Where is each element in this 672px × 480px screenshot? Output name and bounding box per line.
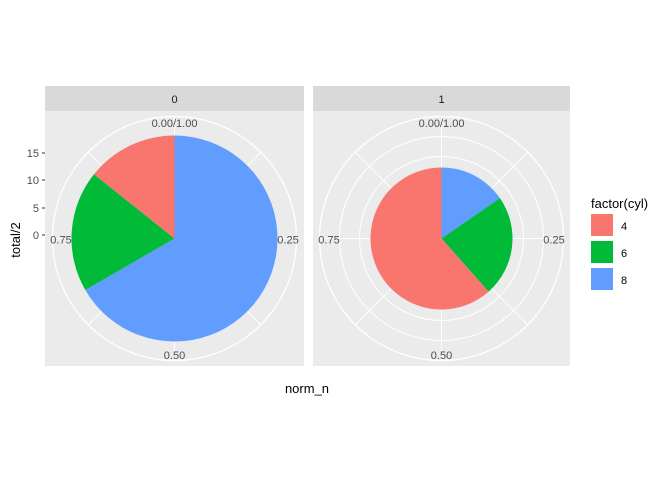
pie-slice-6 — [71, 174, 175, 290]
pie-slice-6 — [441, 198, 513, 292]
legend-key-4 — [591, 214, 613, 236]
theta-tick-label: 0.25 — [277, 235, 298, 247]
legend-key-8 — [591, 268, 613, 290]
legend-key-6 — [591, 241, 613, 263]
pie-slice-4 — [370, 167, 489, 310]
y-axis-title: total/2 — [8, 222, 23, 257]
legend-label-8: 8 — [621, 275, 627, 287]
x-axis-title: norm_n — [285, 381, 329, 396]
r-gridline — [359, 156, 524, 321]
facet-panel-0: 0 0.00/1.00 0.25 0.50 0.75 — [45, 86, 304, 366]
y-tick-label: 5 — [33, 203, 39, 215]
theta-tick-label: 0.00/1.00 — [152, 118, 198, 130]
theta-tick-label: 0.50 — [431, 350, 452, 362]
theta-tick-label: 0.75 — [318, 235, 339, 247]
pie-slice-8 — [85, 135, 278, 342]
r-gridline — [339, 136, 544, 341]
legend-label-4: 4 — [621, 221, 627, 233]
legend-label-6: 6 — [621, 248, 627, 260]
facet-strip-label: 1 — [438, 94, 444, 106]
legend-title: factor(cyl) — [591, 196, 648, 211]
legend: factor(cyl) 4 6 8 — [591, 196, 648, 290]
pie-slice-8 — [441, 167, 500, 239]
theta-tick-label: 0.50 — [164, 350, 185, 362]
y-tick-label: 15 — [27, 148, 39, 160]
theta-tick-label: 0.25 — [543, 235, 564, 247]
facet-panels: 0 0.00/1.00 0.25 0.50 0.75 1 0.00/1.00 0.25 0.50… — [45, 86, 570, 366]
y-tick-label: 0 — [33, 230, 39, 242]
outer-ring — [318, 115, 565, 362]
theta-tick-label: 0.75 — [50, 235, 71, 247]
pie-slice-4 — [93, 135, 175, 239]
facet-strip-label: 0 — [171, 94, 177, 106]
facet-strip — [313, 86, 570, 111]
outer-ring — [51, 115, 298, 362]
facet-panel-1: 1 0.00/1.00 0.25 0.50 0.75 — [313, 86, 570, 366]
facet-strip — [45, 86, 304, 111]
theta-tick-label: 0.00/1.00 — [419, 118, 465, 130]
y-axis: 0 5 10 15 — [27, 148, 45, 242]
y-tick-label: 10 — [27, 175, 39, 187]
